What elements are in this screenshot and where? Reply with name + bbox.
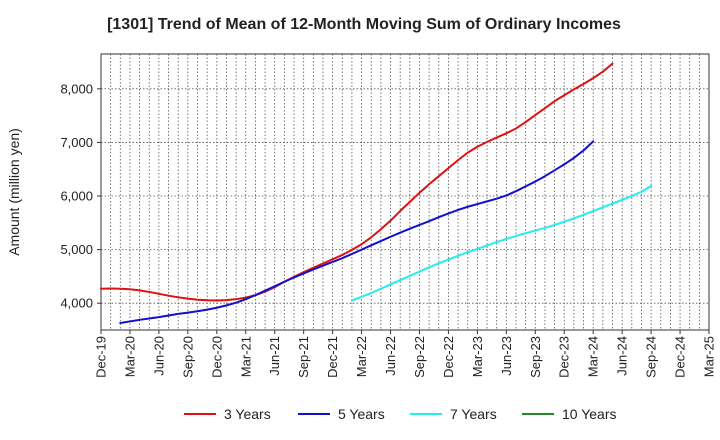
x-tick-label: Sep-24 [644,336,659,378]
y-axis: 4,000 5,000 6,000 7,000 8,000 [60,81,101,311]
x-tick-label: Jun-23 [499,336,514,376]
series-line-3-years [100,62,614,302]
y-tick-label: 6,000 [60,189,93,204]
y-tick-label: 8,000 [60,81,93,96]
legend-label-7-years: 7 Years [450,406,497,422]
x-tick-label: Mar-22 [354,336,369,377]
x-tick-label: Dec-24 [673,336,688,378]
series-lines [100,62,653,325]
series-line-5-years [119,140,595,325]
legend: 3 Years 5 Years 7 Years 10 Years [184,406,617,422]
x-tick-label: Dec-21 [325,336,340,378]
x-tick-label: Jun-24 [615,336,630,376]
plot-area [101,54,709,330]
legend-label-3-years: 3 Years [224,406,271,422]
chart-title: [1301] Trend of Mean of 12-Month Moving … [107,16,621,33]
x-tick-label: Sep-23 [528,336,543,378]
x-tick-label: Sep-20 [180,336,195,378]
y-axis-label: Amount (million yen) [6,128,22,256]
y-tick-label: 5,000 [60,242,93,257]
x-tick-label: Dec-19 [94,336,109,378]
legend-label-10-years: 10 Years [562,406,617,422]
x-tick-label: Dec-23 [557,336,572,378]
x-tick-label: Jun-21 [267,336,282,376]
y-tick-label: 4,000 [60,296,93,311]
x-tick-label: Sep-21 [296,336,311,378]
x-tick-label: Mar-21 [238,336,253,377]
x-tick-label: Dec-20 [209,336,224,378]
grid [101,54,709,330]
x-tick-label: Mar-24 [586,336,601,377]
x-tick-label: Jun-22 [383,336,398,376]
x-tick-label: Mar-23 [470,336,485,377]
x-tick-label: Mar-20 [122,336,137,377]
x-tick-label: Sep-22 [412,336,427,378]
x-tick-label: Jun-20 [151,336,166,376]
plot-frame [100,53,710,331]
x-tick-label: Mar-25 [702,336,717,377]
x-axis: Dec-19 Mar-20 Jun-20 Sep-20 Dec-20 Mar-21 Jun-… [94,330,717,378]
series-line-7-years [350,184,653,302]
legend-label-5-years: 5 Years [338,406,385,422]
y-tick-label: 7,000 [60,135,93,150]
x-tick-label: Dec-22 [441,336,456,378]
